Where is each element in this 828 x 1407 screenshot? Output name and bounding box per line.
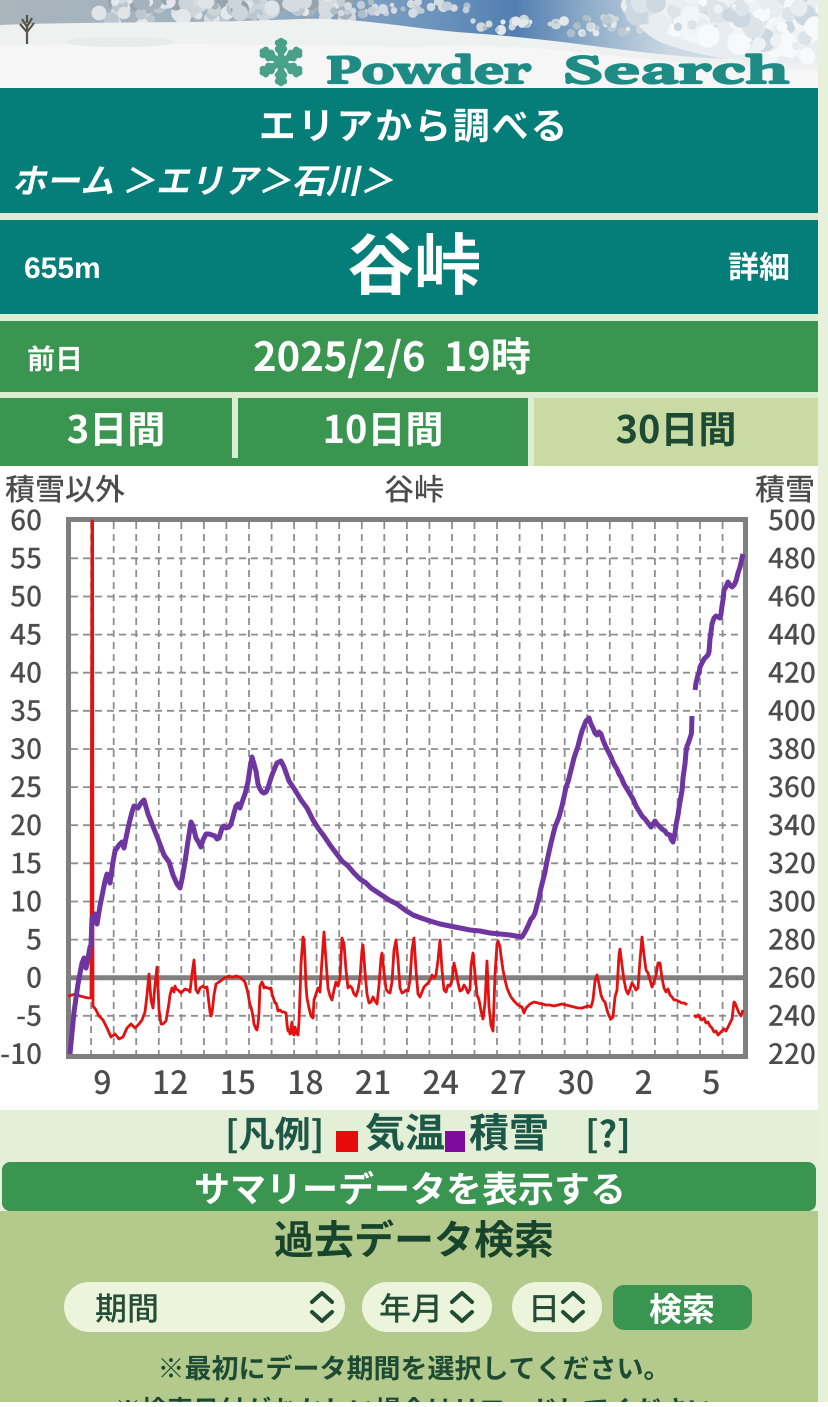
svg-text:655m: 655m: [24, 252, 101, 285]
